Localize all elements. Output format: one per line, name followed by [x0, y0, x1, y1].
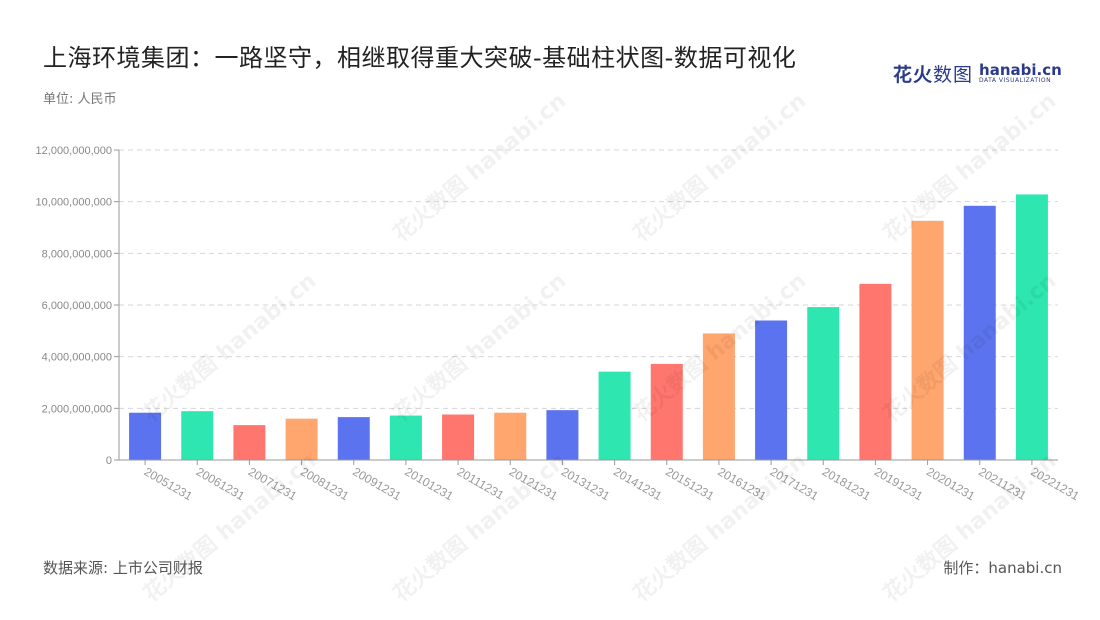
x-tick-label: 20141231: [611, 464, 665, 503]
bar[interactable]: [337, 417, 370, 460]
bar[interactable]: [129, 412, 162, 460]
unit-label: 单位: 人民币: [43, 92, 117, 107]
bar[interactable]: [650, 363, 683, 460]
bar[interactable]: [755, 320, 788, 461]
bar[interactable]: [389, 415, 422, 460]
bar[interactable]: [807, 307, 840, 460]
grid-lines: [119, 149, 1058, 409]
x-tick-label: 20091231: [350, 464, 404, 503]
x-tick-label: 20051231: [142, 464, 196, 503]
bar[interactable]: [963, 205, 996, 460]
bar[interactable]: [546, 410, 579, 460]
x-tick-label: 20201231: [924, 464, 978, 503]
logo-cn-text: 花火数图: [893, 60, 973, 87]
y-tick-label: 8,000,000,000: [42, 248, 112, 260]
bar[interactable]: [181, 411, 214, 460]
data-source: 数据来源: 上市公司财报: [43, 559, 203, 577]
x-tick-label: 20181231: [820, 464, 874, 503]
brand-logo[interactable]: 花火数图 hanabi.cn DATA VISUALIZATION: [893, 60, 1062, 87]
x-tick-label: 20101231: [402, 464, 456, 503]
bar[interactable]: [702, 333, 735, 460]
bars: [129, 194, 1048, 460]
bar[interactable]: [1015, 194, 1048, 460]
y-tick-label: 2,000,000,000: [42, 403, 112, 415]
logo-en-block: hanabi.cn DATA VISUALIZATION: [979, 63, 1062, 84]
logo-cn-part1: 花火: [893, 64, 934, 86]
bar[interactable]: [442, 414, 475, 460]
bar[interactable]: [598, 371, 631, 460]
bar[interactable]: [911, 220, 944, 460]
logo-tagline: DATA VISUALIZATION: [979, 77, 1052, 84]
y-tick-label: 4,000,000,000: [42, 352, 112, 364]
y-tick-label: 10,000,000,000: [36, 197, 112, 209]
y-tick-label: 0: [106, 455, 112, 467]
y-axis-ticks: 0 2,000,000,000 4,000,000,000 6,000,000,000…: [36, 145, 119, 467]
bar[interactable]: [859, 283, 892, 460]
y-tick-label: 6,000,000,000: [42, 300, 112, 312]
logo-brand: hanabi.cn: [979, 61, 1062, 79]
bar[interactable]: [233, 425, 266, 460]
x-tick-label: 20151231: [663, 464, 717, 503]
y-tick-label: 12,000,000,000: [36, 145, 112, 157]
logo-cn-part2: 数图: [933, 64, 974, 86]
bar[interactable]: [494, 412, 527, 460]
x-tick-label: 20191231: [872, 464, 926, 503]
chart-title: 上海环境集团：一路坚守，相继取得重大突破-基础柱状图-数据可视化: [43, 44, 797, 72]
maker-credit[interactable]: 制作：hanabi.cn: [943, 559, 1062, 577]
bar[interactable]: [285, 418, 318, 460]
